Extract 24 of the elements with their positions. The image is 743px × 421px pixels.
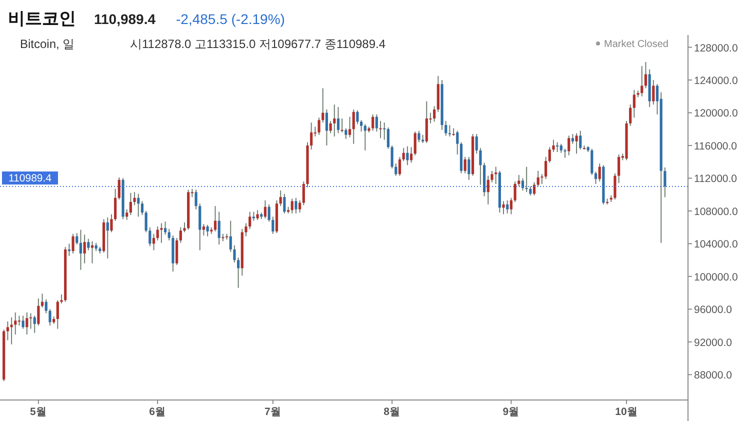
y-tick-label: 120000.0 [694,108,738,120]
x-tick-label: 9월 [502,406,520,418]
x-tick-label: 6월 [149,406,166,418]
ref-line-label: 110989.4 [8,172,52,184]
y-tick-label: 108000.0 [694,206,738,218]
y-tick-label: 92000.0 [694,336,732,349]
y-tick-label: 124000.0 [694,75,738,88]
annotation: 시112878.0 고113315.0 저109677.7 종110989.4 [130,37,386,51]
x-tick-label: 7월 [264,406,282,418]
text: -2,485.5 (-2.19%) [176,11,285,27]
y-tick-label: 128000.0 [694,42,738,54]
annotation: Market Closed [604,39,668,50]
y-tick-label: 88000.0 [694,370,732,382]
chart-subtitle: 110,989.4 [94,11,156,27]
x-tick-label: 5월 [30,406,47,418]
y-tick-label: 112000.0 [694,173,738,186]
annotation: Bitcoin, 일 [20,37,75,51]
y-tick-label: 96000.0 [694,304,732,316]
y-tick-label: 116000.0 [694,140,738,152]
chart-title: 비트코인 [8,9,76,28]
x-tick-label: 8월 [384,406,400,418]
y-tick-label: 104000.0 [694,238,738,251]
y-tick-label: 100000.0 [694,271,738,284]
x-tick-label: 10월 [615,406,638,418]
